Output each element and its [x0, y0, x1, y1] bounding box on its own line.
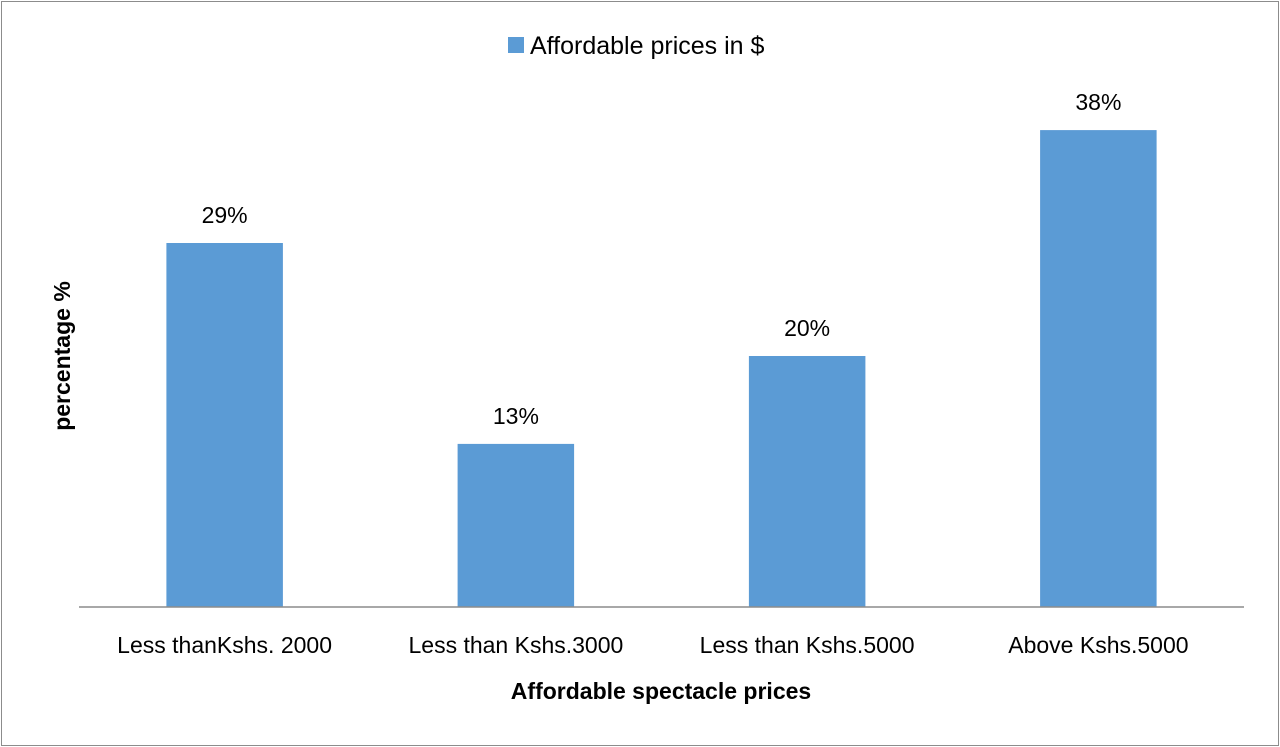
bar-2 [457, 443, 575, 608]
data-label-1: 29% [202, 202, 248, 228]
bar-1 [166, 243, 283, 607]
data-label-2: 13% [493, 403, 539, 429]
x-tick-label-1: Less thanKshs. 2000 [117, 632, 332, 658]
legend-label: Affordable prices in $ [530, 32, 764, 60]
x-tick-labels: Less thanKshs. 2000 Less than Kshs.3000 Le… [117, 632, 1188, 658]
x-tick-label-3: Less than Kshs.5000 [700, 632, 915, 658]
bar-3 [748, 356, 866, 607]
data-label-3: 20% [784, 315, 830, 341]
legend-swatch [508, 37, 524, 53]
data-label-4: 38% [1075, 89, 1121, 115]
x-axis-title: Affordable spectacle prices [511, 678, 811, 704]
bars [166, 130, 1157, 608]
y-axis-title: percentage % [49, 281, 75, 431]
x-tick-label-4: Above Kshs.5000 [1008, 632, 1188, 658]
legend: Affordable prices in $ [508, 32, 764, 60]
x-tick-label-2: Less than Kshs.3000 [408, 632, 623, 658]
bar-4 [1040, 130, 1157, 607]
data-labels: 29% 13% 20% 38% [202, 89, 1122, 429]
